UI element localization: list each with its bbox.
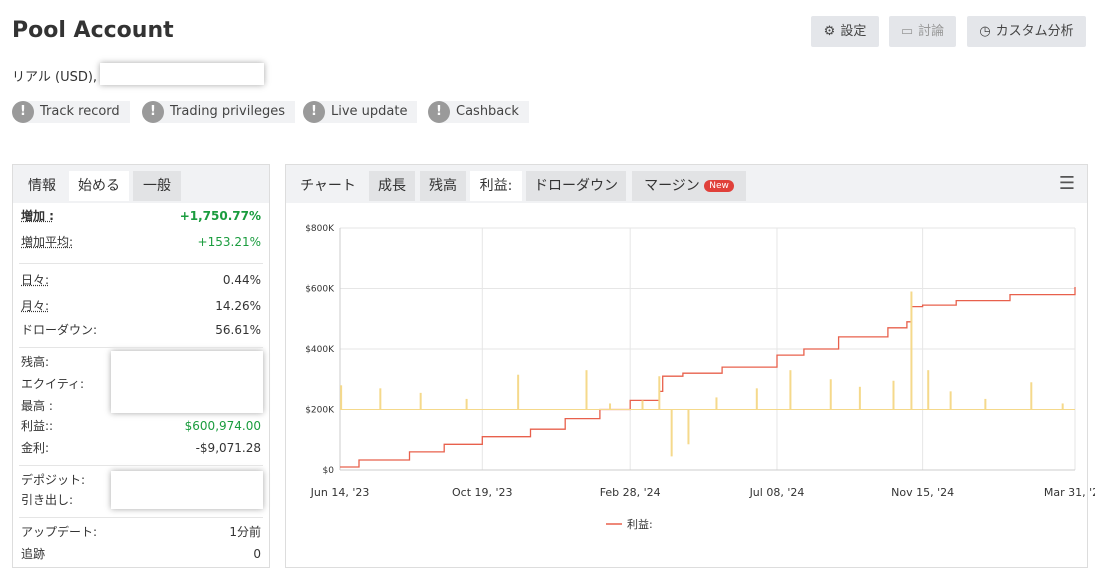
stat-row: 残高: [21,353,261,371]
badge-label: Cashback [456,104,519,119]
stat-label: 増加平均: [21,235,74,249]
button-label: カスタム分析 [995,24,1074,39]
stat-row: 金利: -$9,071.28 [21,439,261,457]
stats-panel: 情報 始める 一般 増加 : +1,750.77% 増加平均: +153.21% 日々:… [12,164,270,568]
redacted [100,63,264,85]
badge-label: Trading privileges [170,104,285,119]
stat-label: 追跡 [21,547,46,561]
redacted [111,471,263,509]
stat-row: 増加 : +1,750.77% [21,207,261,225]
account-type: リアル (USD), [12,70,98,85]
stat-row: 増加平均: +153.21% [21,233,261,251]
chart-panel: チャート 成長 残高 利益: ドローダウン マージン New ☰ [285,164,1088,568]
stat-label: 最高 : [21,399,53,413]
badge-label: Live update [331,104,408,119]
tab[interactable]: 残高 [420,171,466,201]
stat-label: アップデート: [21,525,98,539]
stat-label: 増加 : [21,209,54,223]
stat-row: 最高 : [21,397,261,415]
tab[interactable]: ドローダウン [526,171,626,201]
discuss-button[interactable]: ▭ 討論 [889,16,956,47]
stat-label: 残高: [21,355,50,369]
stat-value: 56.61% [215,323,261,337]
stat-value: +1,750.77% [179,209,261,223]
tab[interactable]: 始める [69,171,129,201]
tab[interactable]: チャート [292,171,364,201]
tab[interactable]: 情報 [19,171,65,201]
separator [19,347,263,348]
stat-value: 0.44% [222,273,261,287]
stat-row: 引き出し: [21,491,261,509]
stat-value: 14.26% [215,299,261,313]
settings-button[interactable]: ⚙ 設定 [811,16,879,47]
stat-label: 月々: [21,299,50,313]
button-label: 討論 [918,24,945,39]
badge[interactable]: ! Track record [12,101,130,123]
tab[interactable]: 一般 [133,171,181,201]
title: Pool Account [12,18,174,43]
stat-value: +153.21% [197,235,261,249]
stat-label: ドローダウン: [21,323,98,337]
button-label: 設定 [840,24,867,39]
stat-row: アップデート: 1分前 [21,523,261,541]
stat-row: 日々: 0.44% [21,271,261,289]
tab[interactable]: 利益: [470,171,522,201]
separator [19,465,263,466]
stat-value: 0 [253,547,261,561]
badge-label: Track record [40,104,120,119]
stat-label: 利益:: [21,419,54,433]
separator [19,517,263,518]
stat-value: -$9,071.28 [195,441,261,455]
stat-row: 月々: 14.26% [21,297,261,315]
separator [19,263,263,264]
stat-row: デポジット: [21,471,261,489]
tab[interactable]: 成長 [369,171,415,201]
stat-label: デポジット: [21,473,86,487]
badge[interactable]: ! Live update [303,101,418,123]
stat-row: エクイティ: [21,375,261,393]
analysis-button[interactable]: ◷ カスタム分析 [967,16,1086,47]
redacted [111,351,263,413]
stat-value: $600,974.00 [184,419,261,433]
tab-label: マージン [644,178,700,194]
badge[interactable]: ! Trading privileges [142,101,295,123]
stat-row: 追跡 0 [21,545,261,563]
settings-icon[interactable]: ☰ [1058,173,1075,194]
stat-row: ドローダウン: 56.61% [21,321,261,339]
stat-label: エクイティ: [21,377,85,391]
badge[interactable]: ! Cashback [428,101,529,123]
new-badge: New [704,180,734,192]
stat-value: 1分前 [229,525,261,539]
stat-label: 日々: [21,273,50,287]
stat-label: 金利: [21,441,50,455]
stat-row: 利益:: $600,974.00 [21,417,261,435]
tab[interactable]: マージン New [632,171,746,201]
stat-label: 引き出し: [21,493,74,507]
